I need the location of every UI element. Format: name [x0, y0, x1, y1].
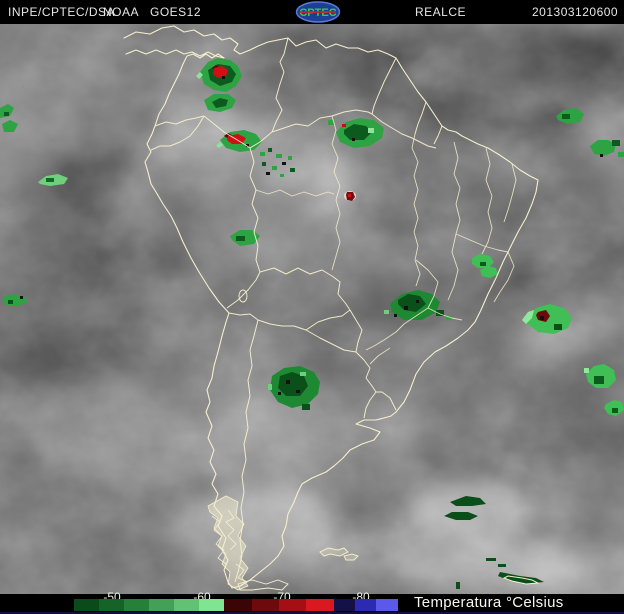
convective-cell [38, 174, 68, 186]
colorbar-segment [199, 599, 224, 611]
noaa-label: NOAA [103, 5, 140, 19]
convective-cell [604, 400, 624, 416]
colorbar-segment [306, 599, 334, 611]
colorbar-segment [224, 599, 252, 611]
convective-cell [444, 496, 486, 520]
colorbar-segment [149, 599, 174, 611]
scale-title: Temperatura °Celsius [414, 594, 564, 611]
header-bar: INPE/CPTEC/DSA NOAA GOES12 REALCE 201303… [0, 0, 624, 24]
colorbar-segment [355, 599, 376, 611]
convective-cell [590, 140, 624, 157]
colorbar-segment [376, 599, 398, 611]
satellite-label: GOES12 [150, 5, 202, 19]
colorbar-segment [124, 599, 149, 611]
satellite-image [0, 24, 624, 614]
convective-cell [328, 118, 384, 148]
bottom-edge-strip [0, 612, 624, 614]
colorbar-segment [279, 599, 306, 611]
convection-overlay [0, 58, 624, 589]
country-borders [150, 37, 443, 583]
colorbar-segment [74, 599, 99, 611]
colorbar-segment [334, 599, 355, 611]
satellite-map [0, 24, 624, 614]
agency-label: INPE/CPTEC/DSA [8, 5, 116, 19]
convective-cell [196, 58, 242, 92]
convective-cell [344, 191, 356, 201]
convective-cell [456, 558, 544, 589]
convective-cell [204, 94, 236, 112]
timestamp-label: 201303120600 [532, 5, 619, 19]
convective-cell [556, 108, 584, 124]
colorbar-segment [174, 599, 199, 611]
clear-air-texture [0, 24, 624, 594]
cptec-logo: CPTEC [295, 1, 341, 23]
colorbar-segment [99, 599, 124, 611]
convective-cell [384, 290, 452, 320]
convective-cell [522, 304, 572, 334]
island-outlines [319, 547, 359, 561]
temperature-colorbar [74, 599, 398, 611]
convective-cell [2, 294, 28, 306]
convective-cell [472, 254, 498, 278]
coastline [123, 25, 539, 589]
product-label: REALCE [415, 5, 467, 19]
state-borders [255, 115, 517, 365]
colorbar-segment [252, 599, 279, 611]
convective-cell [0, 104, 18, 132]
logo-red-stripe [300, 11, 336, 13]
convective-cell [260, 148, 295, 177]
convective-cell [268, 366, 320, 410]
fjord-coastline [207, 495, 289, 591]
convective-cell [584, 364, 616, 388]
convective-cell [230, 230, 260, 246]
